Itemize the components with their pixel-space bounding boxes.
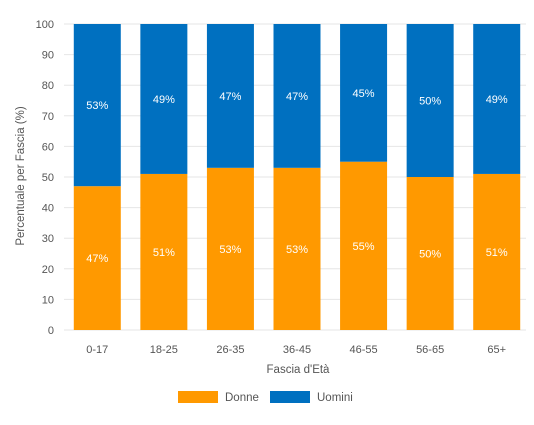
bar-donne (206, 167, 254, 330)
y-tick-label: 60 (42, 141, 54, 153)
data-label: 49% (153, 94, 175, 106)
data-label: 53% (286, 244, 308, 256)
data-label: 53% (219, 244, 241, 256)
y-tick-label: 70 (42, 111, 54, 123)
bar-uomini (473, 24, 521, 174)
data-label: 50% (419, 96, 441, 108)
x-tick-label: 18-25 (150, 344, 178, 356)
x-tick-label: 0-17 (86, 344, 108, 356)
x-tick-label: 65+ (487, 344, 506, 356)
bar-uomini (140, 24, 188, 174)
bar-donne (473, 173, 521, 330)
y-axis: 0 10 20 30 40 50 60 70 80 90 100 (36, 19, 54, 337)
x-axis-title: Fascia d'Età (267, 364, 331, 376)
y-tick-label: 50 (42, 172, 54, 184)
y-tick-label: 30 (42, 233, 54, 245)
x-tick-label: 36-45 (283, 344, 311, 356)
data-label: 45% (353, 88, 375, 100)
legend-swatch-donne (178, 391, 218, 403)
y-tick-label: 40 (42, 203, 54, 215)
data-label: 51% (486, 247, 508, 259)
legend-swatch-uomini (270, 391, 310, 403)
bar-donne (340, 161, 388, 330)
bar-donne (273, 167, 321, 330)
legend-label-donne: Donne (225, 392, 259, 404)
bars (73, 24, 521, 330)
x-axis: 0-17 18-25 26-35 36-45 46-55 56-65 65+ (86, 344, 506, 356)
bar-uomini (206, 24, 254, 168)
data-label: 51% (153, 247, 175, 259)
data-label: 47% (219, 91, 241, 103)
data-label: 55% (353, 241, 375, 253)
data-label: 49% (486, 94, 508, 106)
y-tick-label: 0 (48, 325, 54, 337)
data-label: 50% (419, 249, 441, 261)
bar-uomini (73, 24, 121, 187)
bar-uomini (406, 24, 454, 177)
bar-donne (406, 177, 454, 330)
bar-uomini (273, 24, 321, 168)
data-label: 53% (86, 100, 108, 112)
data-label: 47% (86, 253, 108, 265)
x-tick-label: 46-55 (350, 344, 378, 356)
x-tick-label: 26-35 (216, 344, 244, 356)
y-tick-label: 100 (36, 19, 54, 31)
x-tick-label: 56-65 (416, 344, 444, 356)
y-tick-label: 90 (42, 50, 54, 62)
bar-uomini (340, 24, 388, 162)
y-axis-title: Percentuale per Fascia (%) (15, 106, 27, 246)
bar-donne (73, 186, 121, 330)
data-label: 47% (286, 91, 308, 103)
bar-donne (140, 173, 188, 330)
y-tick-label: 20 (42, 264, 54, 276)
legend: Donne Uomini (178, 391, 353, 404)
legend-label-uomini: Uomini (317, 392, 353, 404)
data-labels: 47% 53% 51% 49% 53% 47% 53% 47% 55% 45% 50% 50% 51% 4… (86, 88, 508, 265)
y-tick-label: 80 (42, 80, 54, 92)
y-tick-label: 10 (42, 294, 54, 306)
